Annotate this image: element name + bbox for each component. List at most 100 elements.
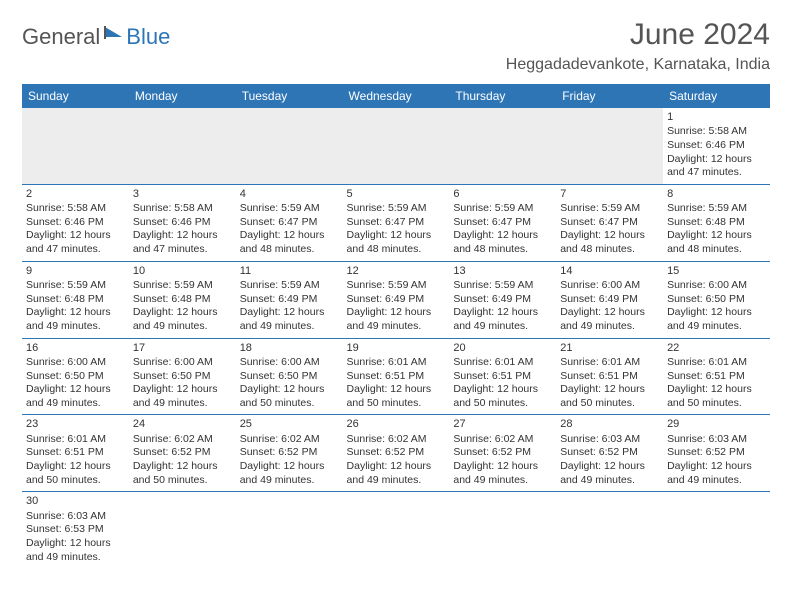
sunrise-text: Sunrise: 6:00 AM bbox=[26, 356, 125, 370]
sunset-text: Sunset: 6:50 PM bbox=[667, 293, 766, 307]
calendar-cell bbox=[129, 108, 236, 184]
sunset-text: Sunset: 6:50 PM bbox=[133, 370, 232, 384]
sunrise-text: Sunrise: 6:00 AM bbox=[667, 279, 766, 293]
calendar-cell: 1Sunrise: 5:58 AMSunset: 6:46 PMDaylight… bbox=[663, 108, 770, 184]
calendar-cell: 5Sunrise: 5:59 AMSunset: 6:47 PMDaylight… bbox=[343, 184, 450, 261]
daylight-text: and 48 minutes. bbox=[560, 243, 659, 257]
daylight-text: Daylight: 12 hours bbox=[26, 537, 125, 551]
calendar-cell bbox=[449, 108, 556, 184]
sunset-text: Sunset: 6:52 PM bbox=[667, 446, 766, 460]
sunrise-text: Sunrise: 5:59 AM bbox=[453, 279, 552, 293]
calendar-week-row: 23Sunrise: 6:01 AMSunset: 6:51 PMDayligh… bbox=[22, 415, 770, 492]
sunrise-text: Sunrise: 5:59 AM bbox=[26, 279, 125, 293]
day-number: 29 bbox=[667, 417, 766, 431]
sunrise-text: Sunrise: 5:59 AM bbox=[240, 279, 339, 293]
daylight-text: and 50 minutes. bbox=[453, 397, 552, 411]
day-number: 21 bbox=[560, 341, 659, 355]
logo-text-general: General bbox=[22, 24, 100, 50]
sunrise-text: Sunrise: 6:02 AM bbox=[347, 433, 446, 447]
calendar-body: 1 Sunrise: 5:58 AMSunset: 6:46 PM Daylight… bbox=[22, 108, 770, 568]
calendar-cell bbox=[236, 492, 343, 568]
sunrise-text: Sunrise: 6:00 AM bbox=[240, 356, 339, 370]
daylight-text: Daylight: 12 hours bbox=[133, 229, 232, 243]
daylight-text: and 49 minutes. bbox=[240, 474, 339, 488]
calendar-cell bbox=[343, 492, 450, 568]
sunset-text: Sunset: 6:48 PM bbox=[133, 293, 232, 307]
calendar-cell: 25Sunrise: 6:02 AMSunset: 6:52 PMDayligh… bbox=[236, 415, 343, 492]
calendar-cell: 19Sunrise: 6:01 AMSunset: 6:51 PMDayligh… bbox=[343, 338, 450, 415]
daylight-text: Daylight: 12 hours bbox=[667, 229, 766, 243]
daylight-text: Daylight: 12 hours bbox=[347, 306, 446, 320]
sunrise-text: Sunrise: 5:59 AM bbox=[453, 202, 552, 216]
day-number: 14 bbox=[560, 264, 659, 278]
day-number: 11 bbox=[240, 264, 339, 278]
sunset-text: Sunset: 6:49 PM bbox=[560, 293, 659, 307]
sunset-text: Sunset: 6:51 PM bbox=[560, 370, 659, 384]
logo-text-blue: Blue bbox=[126, 24, 170, 50]
sunrise-text: Sunrise: 6:02 AM bbox=[240, 433, 339, 447]
day-number: 12 bbox=[347, 264, 446, 278]
calendar-cell: 20Sunrise: 6:01 AMSunset: 6:51 PMDayligh… bbox=[449, 338, 556, 415]
sunset-text: Sunset: 6:51 PM bbox=[667, 370, 766, 384]
daylight-text: and 50 minutes. bbox=[133, 474, 232, 488]
calendar-cell: 7Sunrise: 5:59 AMSunset: 6:47 PMDaylight… bbox=[556, 184, 663, 261]
calendar-cell bbox=[556, 108, 663, 184]
sunset-text: Sunset: 6:47 PM bbox=[560, 216, 659, 230]
day-header: Thursday bbox=[449, 84, 556, 108]
daylight-text: Daylight: 12 hours bbox=[347, 229, 446, 243]
daylight-text: and 49 minutes. bbox=[667, 320, 766, 334]
day-number: 25 bbox=[240, 417, 339, 431]
calendar-cell: 11Sunrise: 5:59 AMSunset: 6:49 PMDayligh… bbox=[236, 261, 343, 338]
daylight-text: Daylight: 12 hours bbox=[26, 383, 125, 397]
sunrise-text: Sunrise: 5:58 AM bbox=[26, 202, 125, 216]
day-header: Sunday bbox=[22, 84, 129, 108]
calendar-cell bbox=[449, 492, 556, 568]
daylight-text: Daylight: 12 hours bbox=[453, 306, 552, 320]
daylight-text: and 50 minutes. bbox=[26, 474, 125, 488]
daylight-text: Daylight: 12 hours bbox=[667, 460, 766, 474]
daylight-text: Daylight: 12 hours bbox=[667, 153, 766, 167]
day-header: Monday bbox=[129, 84, 236, 108]
sunset-text: Sunset: 6:47 PM bbox=[347, 216, 446, 230]
sunset-text: Sunset: 6:49 PM bbox=[240, 293, 339, 307]
daylight-text: Daylight: 12 hours bbox=[560, 383, 659, 397]
calendar-cell: 3Sunrise: 5:58 AMSunset: 6:46 PMDaylight… bbox=[129, 184, 236, 261]
day-number: 24 bbox=[133, 417, 232, 431]
daylight-text: Daylight: 12 hours bbox=[347, 383, 446, 397]
daylight-text: and 49 minutes. bbox=[240, 320, 339, 334]
daylight-text: Daylight: 12 hours bbox=[133, 460, 232, 474]
sunrise-text: Sunrise: 5:59 AM bbox=[347, 279, 446, 293]
day-number: 18 bbox=[240, 341, 339, 355]
daylight-text: and 50 minutes. bbox=[240, 397, 339, 411]
daylight-text: and 49 minutes. bbox=[347, 474, 446, 488]
day-number: 19 bbox=[347, 341, 446, 355]
header: General Blue June 2024 Heggadadevankote,… bbox=[22, 18, 770, 74]
sunset-text: Sunset: 6:53 PM bbox=[26, 523, 125, 537]
calendar-cell: 8Sunrise: 5:59 AMSunset: 6:48 PMDaylight… bbox=[663, 184, 770, 261]
day-number: 4 bbox=[240, 187, 339, 201]
location-text: Heggadadevankote, Karnataka, India bbox=[506, 56, 770, 74]
sunset-text: Sunset: 6:50 PM bbox=[26, 370, 125, 384]
calendar-cell: 21Sunrise: 6:01 AMSunset: 6:51 PMDayligh… bbox=[556, 338, 663, 415]
daylight-text: and 50 minutes. bbox=[347, 397, 446, 411]
sunset-text: Sunset: 6:51 PM bbox=[453, 370, 552, 384]
daylight-text: Daylight: 12 hours bbox=[240, 460, 339, 474]
daylight-text: Daylight: 12 hours bbox=[26, 306, 125, 320]
day-number: 22 bbox=[667, 341, 766, 355]
calendar-cell bbox=[343, 108, 450, 184]
daylight-text: and 49 minutes. bbox=[667, 474, 766, 488]
day-number: 10 bbox=[133, 264, 232, 278]
sunrise-text: Sunrise: 5:59 AM bbox=[347, 202, 446, 216]
calendar-cell: 17Sunrise: 6:00 AMSunset: 6:50 PMDayligh… bbox=[129, 338, 236, 415]
day-number: 1 bbox=[667, 110, 766, 124]
daylight-text: and 49 minutes. bbox=[560, 320, 659, 334]
calendar-cell bbox=[129, 492, 236, 568]
daylight-text: Daylight: 12 hours bbox=[133, 383, 232, 397]
day-number: 17 bbox=[133, 341, 232, 355]
sunrise-text: Sunrise: 6:00 AM bbox=[560, 279, 659, 293]
daylight-text: and 49 minutes. bbox=[133, 320, 232, 334]
sunset-text: Sunset: 6:46 PM bbox=[26, 216, 125, 230]
daylight-text: and 49 minutes. bbox=[453, 474, 552, 488]
calendar-cell: 16Sunrise: 6:00 AMSunset: 6:50 PMDayligh… bbox=[22, 338, 129, 415]
daylight-text: Daylight: 12 hours bbox=[560, 460, 659, 474]
